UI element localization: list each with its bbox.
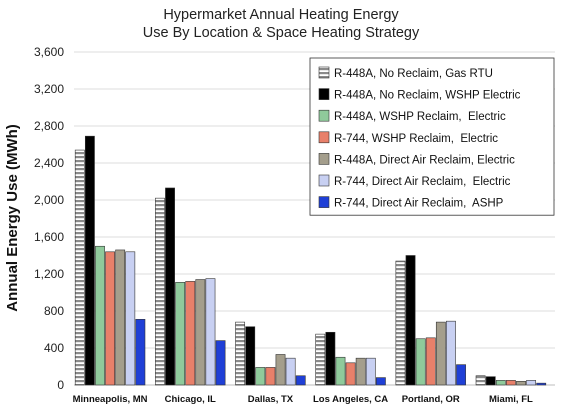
y-tick-label: 400: [44, 341, 64, 355]
legend-swatch: [318, 88, 330, 100]
x-axis-ticks: Minneapolis, MN Chicago, IL Dallas, TX Los …: [73, 394, 533, 405]
bar: [456, 364, 466, 386]
bar: [105, 251, 115, 386]
bar: [275, 354, 286, 386]
legend-swatch: [318, 131, 330, 144]
bar: [115, 249, 126, 386]
x-tick-label: Dallas, TX: [248, 394, 294, 405]
bar: [506, 380, 516, 386]
y-tick-label: 800: [44, 304, 64, 318]
y-axis-ticks: 0 400 800 1,200 1,600 2,000 2,400 2,800 3,200 3,6…: [34, 45, 64, 392]
legend-label: R-744, Direct Air Reclaim, ASHP: [334, 198, 504, 210]
bar: [295, 375, 306, 386]
legend-swatch: [318, 66, 330, 79]
legend-box: [309, 57, 555, 216]
y-tick-label: 3,600: [34, 45, 64, 59]
chart-title: Hypermarket Annual Heating Energy Use By…: [143, 7, 420, 41]
bars: [74, 135, 547, 386]
bar: [415, 338, 426, 386]
x-tick-label: Los Angeles, CA: [313, 394, 388, 405]
bar: [185, 281, 196, 386]
bar: [485, 376, 496, 386]
x-tick-label: Minneapolis, MN: [73, 394, 148, 405]
bar: [235, 321, 246, 386]
legend-swatch: [318, 153, 330, 165]
legend-label: R-448A, No Reclaim, WSHP Electric: [334, 90, 521, 102]
y-tick-label: 1,600: [34, 230, 64, 244]
y-tick-label: 3,200: [34, 82, 64, 96]
bar: [255, 367, 266, 386]
bar: [205, 278, 216, 386]
bar: [285, 357, 296, 386]
y-tick-label: 1,200: [34, 267, 64, 281]
bar: [516, 380, 526, 386]
x-tick-label: Miami, FL: [489, 394, 533, 405]
bar: [375, 377, 386, 386]
bar: [245, 326, 256, 386]
bar: [355, 357, 366, 386]
legend-label: R-448A, WSHP Reclaim, Electric: [334, 111, 506, 123]
y-tick-label: 2,400: [34, 156, 64, 170]
bar: [345, 362, 356, 386]
x-tick-label: Chicago, IL: [165, 394, 216, 405]
bar: [74, 149, 85, 386]
bar: [526, 380, 537, 386]
bar: [405, 255, 416, 386]
bar: [495, 380, 506, 386]
y-axis-label: Annual Energy Use (MWh): [4, 124, 21, 312]
bar: [195, 279, 206, 386]
bar: [135, 319, 146, 386]
bar: [425, 337, 436, 386]
x-tick-label: Portland, OR: [402, 394, 460, 405]
bar: [446, 320, 456, 386]
bar: [475, 375, 486, 386]
bar: [165, 187, 175, 386]
y-tick-label: 2,800: [34, 119, 64, 133]
legend-label: R-744, WSHP Reclaim, Electric: [334, 133, 498, 145]
legend-label: R-448A, Direct Air Reclaim, Electric: [334, 154, 515, 166]
bar: [325, 331, 336, 386]
chart-title-line-2: Use By Location & Space Heating Strategy: [143, 25, 420, 41]
bar: [175, 282, 186, 386]
legend-swatch: [318, 196, 330, 208]
bar: [155, 197, 165, 386]
chart-title-line-1: Hypermarket Annual Heating Energy: [163, 7, 399, 23]
bar: [265, 367, 276, 386]
bar: [315, 333, 326, 386]
legend-label: R-744, Direct Air Reclaim, Electric: [334, 176, 511, 188]
bar: [335, 356, 346, 386]
legend-swatch: [318, 109, 330, 122]
bar: [365, 357, 376, 386]
bar: [84, 135, 95, 386]
bar: [215, 340, 226, 386]
y-tick-label: 0: [57, 378, 64, 392]
bar: [536, 382, 547, 386]
legend: R-448A, No Reclaim, Gas RTU R-448A, No Re…: [309, 57, 555, 216]
bar: [95, 245, 105, 386]
bar: [435, 321, 446, 386]
bar: [395, 260, 406, 386]
legend-swatch: [318, 174, 330, 187]
legend-label: R-448A, No Reclaim, Gas RTU: [334, 68, 493, 80]
bar: [125, 251, 136, 386]
y-tick-label: 2,000: [34, 193, 64, 207]
